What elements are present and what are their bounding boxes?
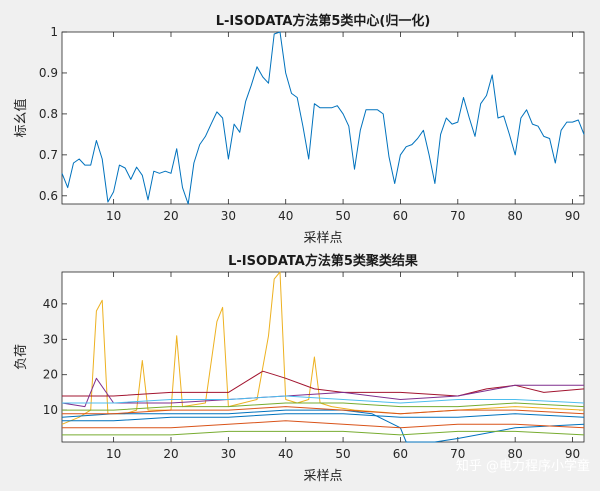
cluster-chart-x-tick-label: 40 (278, 447, 293, 461)
cluster-chart-series-line-8 (62, 406, 585, 415)
center-chart-y-tick-label: 1 (50, 25, 58, 39)
cluster-chart-series-line-6 (62, 395, 585, 404)
center-chart-series-line-0 (61, 31, 585, 205)
center-chart-x-tick-label: 70 (450, 209, 465, 223)
cluster-chart-x-tick-label: 30 (221, 447, 236, 461)
center-chart-x-tick-label: 90 (565, 209, 580, 223)
cluster-chart-x-tick-label: 10 (106, 447, 121, 461)
center-chart-x-tick-label: 60 (393, 209, 408, 223)
cluster-chart-ylabel: 负荷 (14, 344, 29, 370)
cluster-chart-x-ticks: 10 20 30 40 50 60 70 80 90 (106, 272, 580, 461)
cluster-chart-y-tick-label: 10 (43, 403, 58, 417)
cluster-chart-series-line-5 (62, 402, 585, 411)
center-chart-plot-area (61, 31, 585, 205)
cluster-chart: L-ISODATA方法第5类聚类结果 采样点 负荷 10 20 30 40 50 60 70… (14, 253, 585, 484)
cluster-chart-lines (61, 271, 585, 443)
center-chart-x-tick-label: 80 (508, 209, 523, 223)
cluster-chart-y-ticks: 10 20 30 40 (43, 297, 584, 417)
center-chart-x-tick-label: 50 (335, 209, 350, 223)
center-chart-y-tick-label: 0.9 (39, 66, 58, 80)
cluster-chart-x-tick-label: 80 (508, 447, 523, 461)
cluster-chart-x-tick-label: 90 (565, 447, 580, 461)
cluster-chart-series-line-7 (62, 413, 585, 422)
cluster-chart-series-line-2 (62, 370, 585, 397)
cluster-chart-y-tick-label: 40 (43, 297, 58, 311)
center-chart-ylabel: 标幺值 (13, 98, 29, 137)
cluster-chart-y-tick-label: 30 (43, 332, 58, 346)
center-chart-x-tick-label: 20 (163, 209, 178, 223)
cluster-chart-x-tick-label: 60 (393, 447, 408, 461)
center-chart-x-ticks: 10 20 30 40 50 60 70 80 90 (106, 32, 580, 223)
center-chart-title: L-ISODATA方法第5类中心(归一化) (216, 13, 431, 29)
center-chart-x-tick-label: 40 (278, 209, 293, 223)
center-chart-y-tick-label: 0.6 (39, 189, 58, 203)
center-chart-y-tick-label: 0.8 (39, 107, 58, 121)
cluster-chart-plot-area (61, 271, 585, 443)
center-chart-xlabel: 采样点 (303, 231, 342, 246)
cluster-chart-x-tick-label: 50 (335, 447, 350, 461)
cluster-chart-title: L-ISODATA方法第5类聚类结果 (228, 253, 418, 269)
center-chart: L-ISODATA方法第5类中心(归一化) 采样点 标幺值 10 20 30 40 50… (13, 13, 585, 246)
cluster-chart-xlabel: 采样点 (303, 469, 342, 484)
center-chart-lines (61, 31, 585, 205)
center-chart-x-tick-label: 30 (221, 209, 236, 223)
watermark: 知乎 @电力程序小学童 (456, 458, 590, 474)
cluster-chart-series-line-9 (62, 430, 585, 436)
cluster-chart-y-tick-label: 20 (43, 368, 58, 382)
center-chart-y-tick-label: 0.7 (39, 148, 58, 162)
center-chart-x-tick-label: 10 (106, 209, 121, 223)
cluster-chart-series-line-4 (62, 420, 585, 429)
cluster-chart-x-tick-label: 20 (163, 447, 178, 461)
cluster-chart-x-tick-label: 70 (450, 447, 465, 461)
center-chart-y-ticks: 0.6 0.7 0.8 0.9 1 (39, 25, 584, 203)
